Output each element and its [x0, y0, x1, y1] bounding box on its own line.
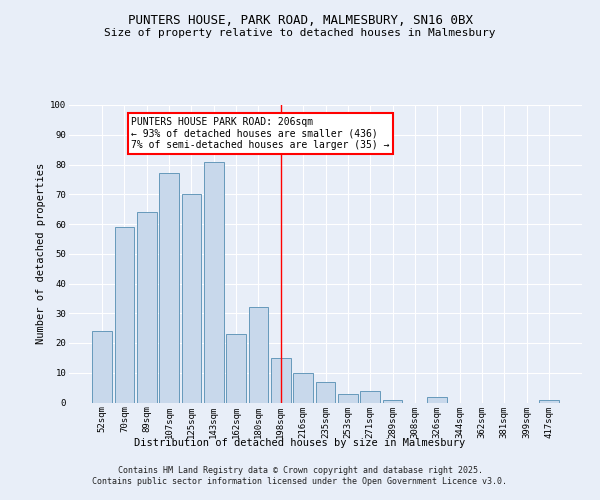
- Bar: [293, 373, 313, 402]
- Bar: [92, 331, 112, 402]
- Bar: [539, 400, 559, 402]
- Text: PUNTERS HOUSE, PARK ROAD, MALMESBURY, SN16 0BX: PUNTERS HOUSE, PARK ROAD, MALMESBURY, SN…: [128, 14, 473, 27]
- Bar: [271, 358, 290, 403]
- Y-axis label: Number of detached properties: Number of detached properties: [36, 163, 46, 344]
- Bar: [160, 174, 179, 402]
- Text: Size of property relative to detached houses in Malmesbury: Size of property relative to detached ho…: [104, 28, 496, 38]
- Bar: [115, 227, 134, 402]
- Text: PUNTERS HOUSE PARK ROAD: 206sqm
← 93% of detached houses are smaller (436)
7% of: PUNTERS HOUSE PARK ROAD: 206sqm ← 93% of…: [131, 117, 389, 150]
- Text: Distribution of detached houses by size in Malmesbury: Distribution of detached houses by size …: [134, 438, 466, 448]
- Bar: [226, 334, 246, 402]
- Bar: [316, 382, 335, 402]
- Bar: [248, 308, 268, 402]
- Bar: [338, 394, 358, 402]
- Bar: [361, 390, 380, 402]
- Bar: [383, 400, 403, 402]
- Bar: [137, 212, 157, 402]
- Text: Contains public sector information licensed under the Open Government Licence v3: Contains public sector information licen…: [92, 478, 508, 486]
- Bar: [182, 194, 202, 402]
- Bar: [427, 396, 447, 402]
- Bar: [204, 162, 224, 402]
- Text: Contains HM Land Registry data © Crown copyright and database right 2025.: Contains HM Land Registry data © Crown c…: [118, 466, 482, 475]
